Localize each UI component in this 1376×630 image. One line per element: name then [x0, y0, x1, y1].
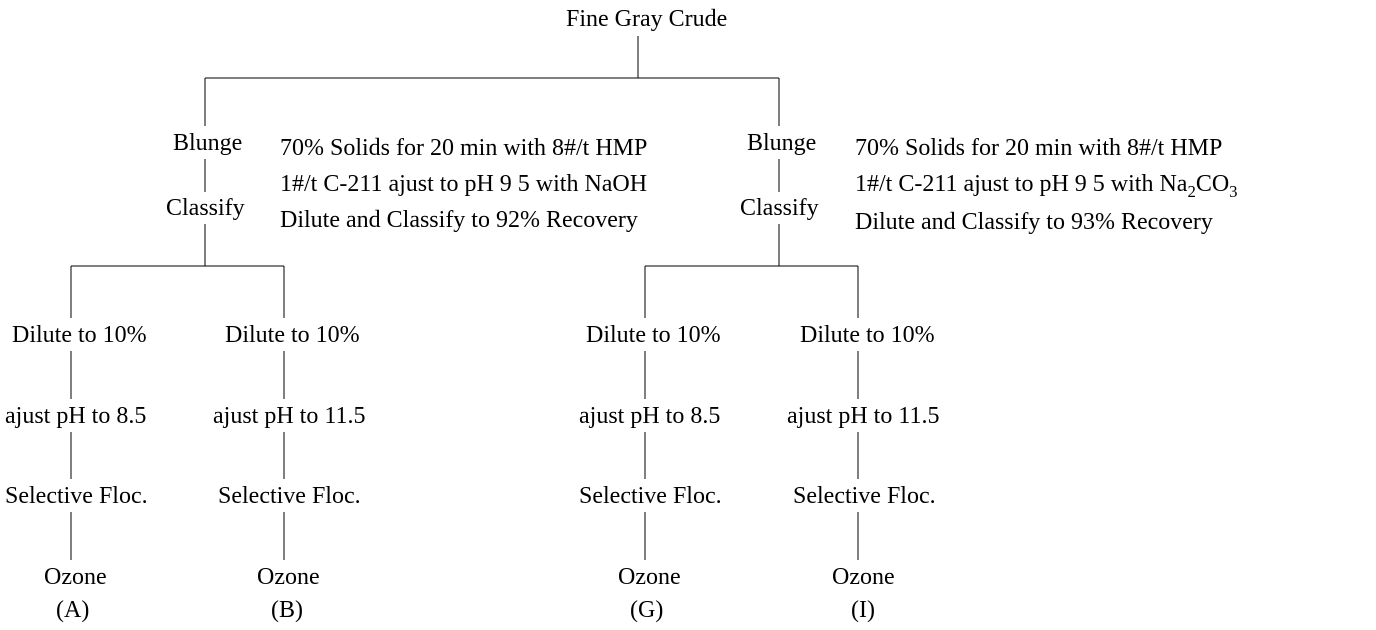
leaf-a-floc: Selective Floc. — [5, 483, 148, 510]
branch0-desc-line1: 1#/t C-211 ajust to pH 9 5 with NaOH — [280, 166, 647, 202]
leaf-i-ozone: Ozone — [832, 564, 895, 591]
leaf-b-ozone: Ozone — [257, 564, 320, 591]
leaf-i-letter: (I) — [851, 597, 875, 624]
leaf-b-dilute: Dilute to 10% — [225, 322, 360, 349]
branch0-classify: Classify — [166, 195, 245, 222]
connector-svg — [0, 0, 1376, 630]
leaf-g-letter: (G) — [630, 597, 663, 624]
branch1-desc-line2: Dilute and Classify to 93% Recovery — [855, 204, 1238, 240]
leaf-g-ph: ajust pH to 8.5 — [579, 403, 720, 430]
branch0-desc: 70% Solids for 20 min with 8#/t HMP 1#/t… — [280, 130, 647, 238]
leaf-a-letter: (A) — [56, 597, 89, 624]
leaf-i-floc: Selective Floc. — [793, 483, 936, 510]
branch0-desc-line0: 70% Solids for 20 min with 8#/t HMP — [280, 130, 647, 166]
leaf-a-ozone: Ozone — [44, 564, 107, 591]
leaf-a-dilute: Dilute to 10% — [12, 322, 147, 349]
leaf-g-dilute: Dilute to 10% — [586, 322, 721, 349]
leaf-i-dilute: Dilute to 10% — [800, 322, 935, 349]
branch1-desc: 70% Solids for 20 min with 8#/t HMP 1#/t… — [855, 130, 1238, 240]
branch1-desc-line1: 1#/t C-211 ajust to pH 9 5 with Na2CO3 — [855, 166, 1238, 204]
leaf-b-letter: (B) — [271, 597, 303, 624]
leaf-b-floc: Selective Floc. — [218, 483, 361, 510]
branch1-classify: Classify — [740, 195, 819, 222]
branch0-desc-line2: Dilute and Classify to 92% Recovery — [280, 202, 647, 238]
leaf-a-ph: ajust pH to 8.5 — [5, 403, 146, 430]
leaf-b-ph: ajust pH to 11.5 — [213, 403, 365, 430]
root-label: Fine Gray Crude — [566, 6, 727, 33]
branch1-blunge: Blunge — [747, 130, 816, 157]
leaf-g-floc: Selective Floc. — [579, 483, 722, 510]
branch1-desc-line0: 70% Solids for 20 min with 8#/t HMP — [855, 130, 1238, 166]
branch0-blunge: Blunge — [173, 130, 242, 157]
leaf-g-ozone: Ozone — [618, 564, 681, 591]
leaf-i-ph: ajust pH to 11.5 — [787, 403, 939, 430]
